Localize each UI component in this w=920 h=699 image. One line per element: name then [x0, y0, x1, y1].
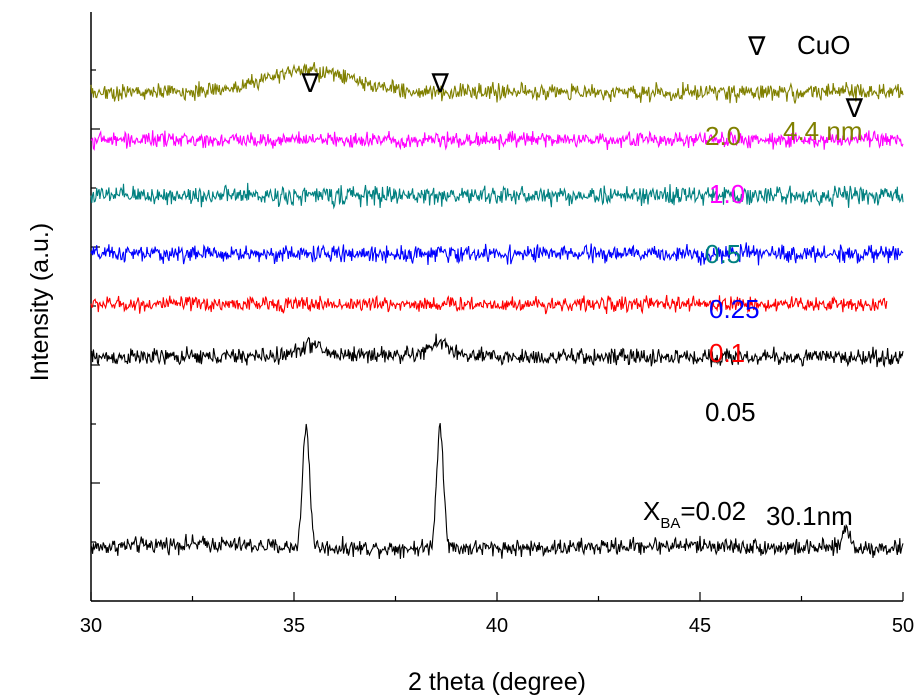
x-tick-label: 35 [283, 615, 305, 637]
series-label-main: X [643, 496, 660, 526]
y-axis-label: Intensity (a.u.) [26, 223, 54, 381]
cuo-legend-marker: ∇ [747, 31, 766, 61]
x-tick-label: 30 [80, 615, 102, 637]
crystallite-size-bottom: 30.1nm [766, 501, 853, 531]
cuo-peak-marker: ∇ [845, 93, 864, 123]
series-line-2 [90, 294, 888, 315]
series-line-3 [90, 242, 904, 266]
axes: 30 35 40 45 50 [80, 12, 914, 637]
series-label-4: 0.5 [705, 239, 741, 269]
crystallite-size-top: 4.4 nm [783, 116, 863, 146]
series-line-1 [90, 333, 904, 368]
cuo-peak-marker: ∇ [430, 68, 449, 98]
labels-layer: XBA=0.02 0.05 0.1 0.25 0.5 1.0 2.0 ∇ ∇ ∇ ∇ CuO 4.4 n… [301, 30, 864, 532]
cuo-peak-marker: ∇ [301, 68, 320, 98]
series-label-0: XBA=0.02 [643, 496, 746, 532]
series-line-6 [90, 62, 904, 104]
series-label-1: 0.05 [705, 397, 756, 427]
cuo-legend-label: CuO [797, 30, 850, 60]
series-label-3: 0.25 [709, 294, 760, 324]
series-layer [90, 62, 904, 559]
series-line-5 [90, 130, 904, 151]
series-line-0 [90, 422, 904, 559]
series-line-4 [90, 182, 904, 210]
x-tick-label: 40 [486, 615, 508, 637]
series-label-5: 1.0 [709, 179, 745, 209]
series-label-subscript: BA [660, 515, 680, 532]
series-label-2: 0.1 [709, 338, 745, 368]
x-tick-label: 50 [892, 615, 914, 637]
series-label-6: 2.0 [705, 121, 741, 151]
x-axis-label: 2 theta (degree) [408, 668, 586, 696]
x-tick-label: 45 [689, 615, 711, 637]
series-label-tail: =0.02 [680, 496, 746, 526]
